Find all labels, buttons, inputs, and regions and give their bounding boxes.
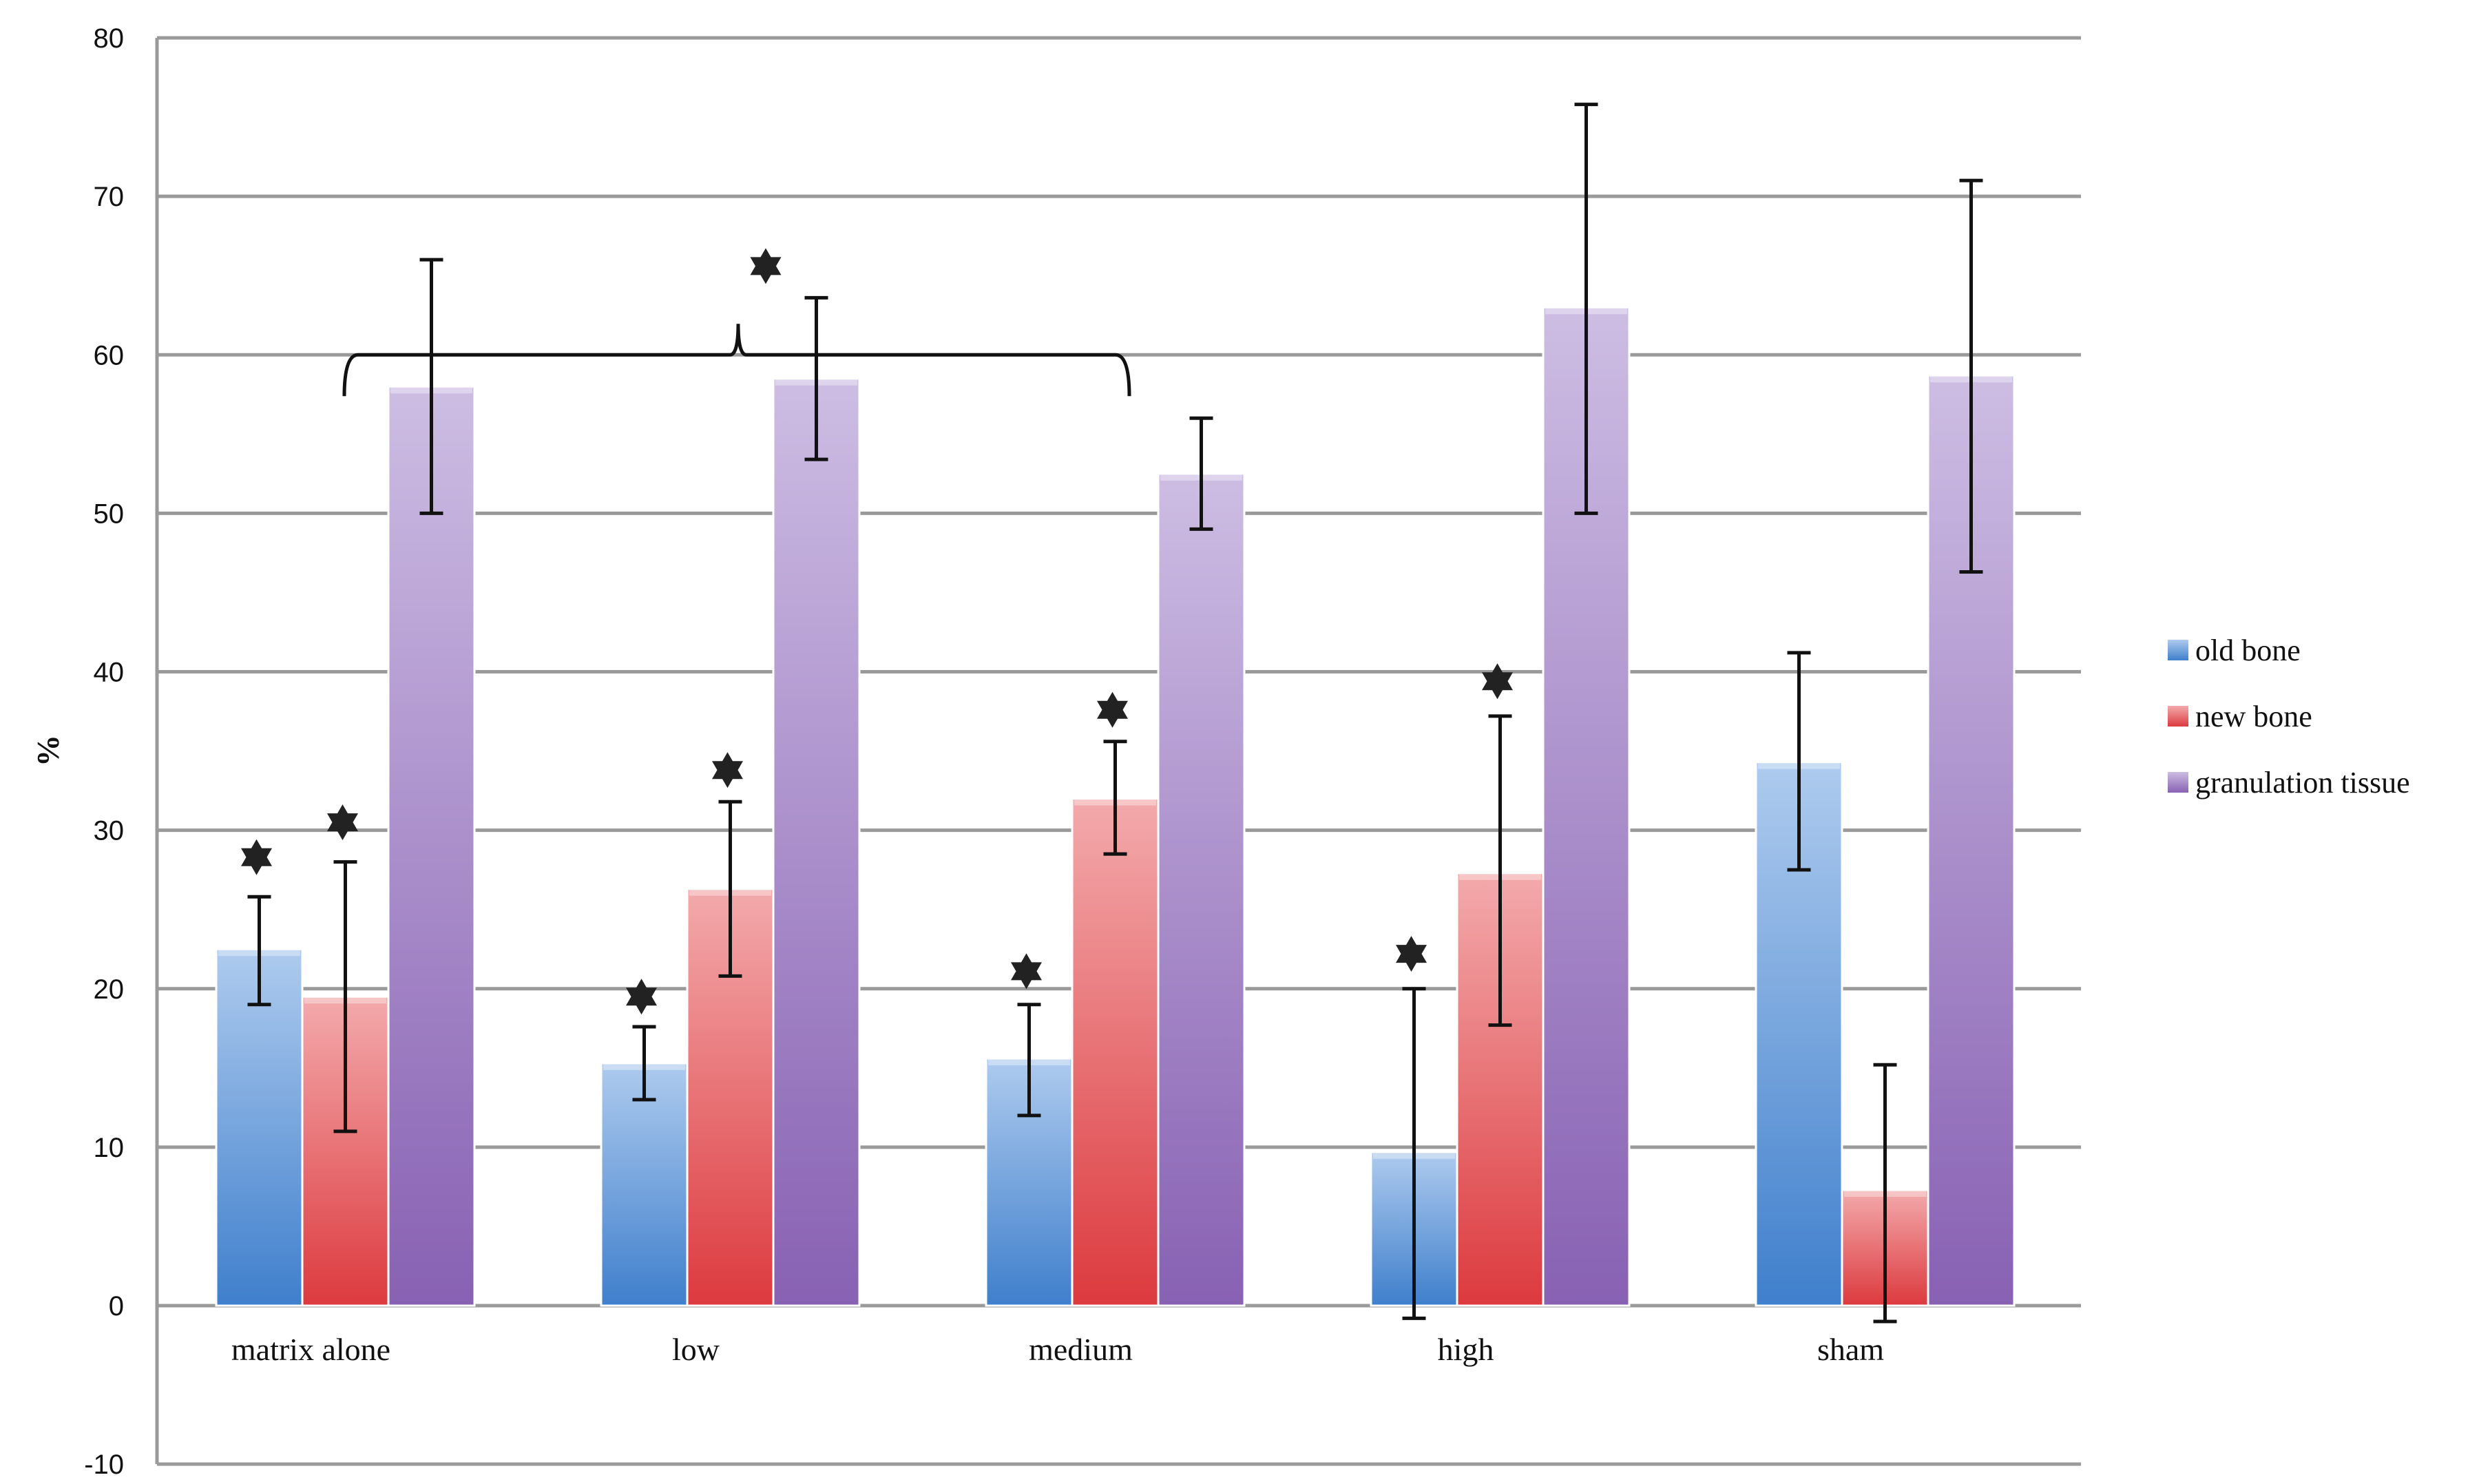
y-tick-label: 30: [94, 816, 125, 846]
star-triangle-down: [1011, 962, 1042, 990]
star-triangle-down: [712, 761, 743, 788]
category-label: sham: [1817, 1332, 1884, 1367]
significance-star: [241, 839, 272, 875]
significance-star: [1097, 691, 1128, 728]
bar-granulation-tissue: [1157, 472, 1246, 1307]
legend-swatch: [2168, 706, 2188, 727]
y-tick-label: 40: [94, 658, 125, 688]
bars: [215, 306, 2016, 1307]
star-triangle-down: [1396, 945, 1427, 972]
bar-granulation-tissue: [387, 385, 476, 1307]
category-labels: matrix alone low medium high sham: [231, 1332, 1884, 1367]
error-bars: [247, 103, 1983, 1324]
y-tick-label: -10: [84, 1450, 124, 1480]
star-triangle-down: [1482, 672, 1513, 700]
y-tick-label: 80: [94, 23, 125, 54]
y-tick-label: 60: [94, 340, 125, 370]
y-tick-label: 0: [109, 1291, 124, 1321]
significance-star: [1482, 663, 1513, 700]
bar-old-bone: [215, 948, 304, 1307]
significance-star: [327, 804, 358, 841]
category-label: medium: [1029, 1332, 1133, 1367]
bracket-star: [750, 248, 782, 284]
bar-new-bone: [1071, 797, 1160, 1307]
significance-star: [1396, 936, 1427, 972]
star-triangle-down: [1097, 700, 1128, 728]
y-axis: -10 0 10 20 30 40 50 60 70 80: [84, 23, 159, 1480]
star-triangle-down: [626, 987, 657, 1015]
legend: old bone new bone granulation tissue: [2168, 634, 2410, 800]
y-tick-label: 20: [94, 974, 125, 1005]
category-label: high: [1438, 1332, 1494, 1367]
significance-markers: [241, 248, 1513, 1015]
y-tick-label: 50: [94, 499, 125, 529]
star-triangle-down: [327, 813, 358, 841]
legend-label: old bone: [2195, 634, 2301, 667]
y-tick-label: 10: [94, 1133, 125, 1163]
y-tick-label: 70: [94, 182, 125, 212]
star-triangle-down: [241, 848, 272, 875]
bar-granulation-tissue: [772, 377, 861, 1307]
legend-label: granulation tissue: [2195, 766, 2410, 800]
category-label: low: [672, 1332, 720, 1367]
legend-swatch: [2168, 772, 2188, 793]
category-label: matrix alone: [231, 1332, 390, 1367]
legend-label: new bone: [2195, 700, 2312, 733]
bar-old-bone: [600, 1062, 689, 1307]
significance-star: [712, 752, 743, 788]
legend-swatch: [2168, 640, 2188, 660]
significance-star: [1011, 953, 1042, 990]
bracket: [342, 324, 1131, 397]
y-axis-label: %: [30, 735, 65, 766]
significance-star: [626, 979, 657, 1015]
star-triangle-down: [750, 257, 782, 284]
